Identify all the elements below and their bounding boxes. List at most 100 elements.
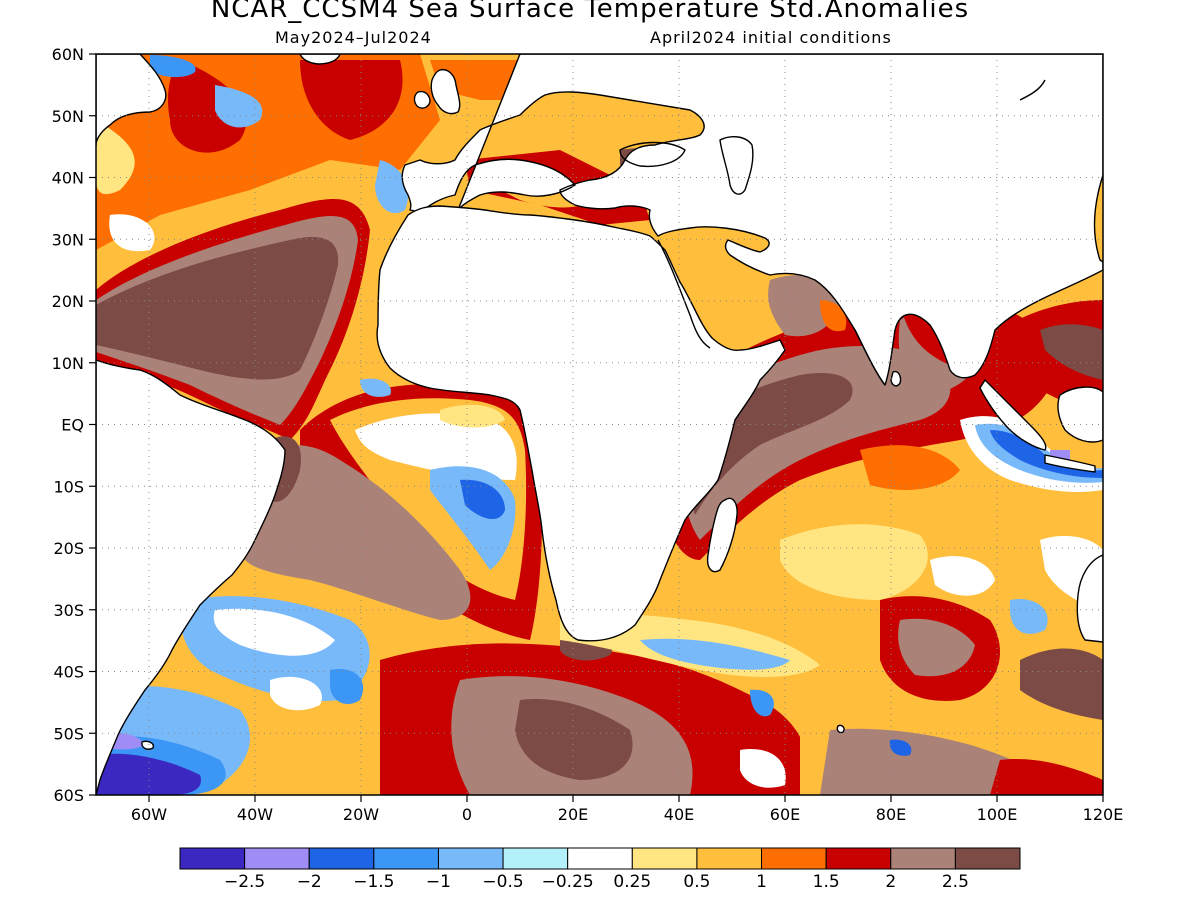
colorbar-swatch: [954, 847, 1021, 870]
sumatra-landmass: [979, 379, 1047, 451]
colorbar-swatch: [308, 847, 375, 870]
land: [96, 54, 1103, 795]
lon-tick-label: 40W: [237, 805, 273, 824]
lat-tick-label: 10N: [52, 354, 84, 373]
colorbar-swatch: [696, 847, 763, 870]
australia-landmass: [1076, 554, 1103, 643]
anomaly-region: [270, 676, 322, 711]
colorbar-swatch: [437, 847, 504, 870]
kerguelen-islands: [836, 724, 845, 734]
colorbar-label: −1.5: [353, 872, 394, 892]
black-sea: [619, 141, 686, 168]
anomaly-region: [245, 445, 471, 620]
anomaly-region: [215, 85, 263, 128]
lon-tick-label: 60E: [770, 805, 800, 824]
anomaly-region: [1010, 599, 1048, 634]
anomaly-region: [109, 214, 155, 252]
colorbar-label: 1.5: [813, 872, 840, 892]
colorbar-label: −1: [426, 872, 451, 892]
longitude-axis: 60W 40W 20W 0 20E 40E 60E 80E 100E 120E: [131, 795, 1123, 824]
anomaly-region: [930, 556, 995, 596]
anomaly-region: [740, 749, 786, 788]
lat-tick-label: 30S: [53, 601, 84, 620]
ireland-landmass: [413, 90, 431, 109]
anomaly-region: [355, 413, 517, 480]
colorbar-swatch: [502, 847, 569, 870]
colorbar-label: 2: [885, 872, 896, 892]
lon-tick-label: 40E: [664, 805, 694, 824]
anomaly-region: [1040, 324, 1103, 380]
initial-conditions: April2024 initial conditions: [650, 28, 892, 47]
anomaly-region: [330, 669, 364, 705]
anomaly-region: [460, 479, 505, 520]
colorbar-label: 2.5: [942, 872, 969, 892]
forecast-period: May2024–Jul2024: [275, 28, 432, 47]
iceland-landmass: [299, 54, 341, 65]
lat-tick-label: 60N: [52, 45, 84, 64]
anomaly-region: [1020, 648, 1103, 720]
java-landmass: [1044, 454, 1096, 473]
anomaly-region: [440, 404, 505, 428]
lat-tick-label: 40N: [52, 169, 84, 188]
anomaly-region: [780, 524, 928, 600]
colorbar-swatch: [825, 847, 892, 870]
lat-tick-label: 20N: [52, 292, 84, 311]
lat-tick-label: 60S: [53, 786, 84, 805]
lat-tick-label: 50S: [53, 724, 84, 743]
colorbar-label: −0.5: [482, 872, 523, 892]
colorbar-label: 1: [756, 872, 767, 892]
anomaly-region: [768, 275, 840, 337]
lon-tick-label: 60W: [131, 805, 167, 824]
india-coast: [854, 329, 886, 386]
anomaly-region: [860, 445, 960, 490]
anomaly-region: [96, 120, 135, 195]
colorbar-swatch: [890, 847, 956, 870]
eurasia-landmass: [401, 54, 1103, 386]
colorbar-swatch: [373, 847, 439, 870]
anomaly-region: [96, 237, 339, 380]
anomaly-region: [96, 753, 201, 795]
anomaly-region: [898, 618, 975, 677]
northern-island: [1019, 79, 1046, 101]
caspian-sea: [719, 136, 754, 195]
arabia-coast: [657, 239, 711, 349]
anomaly-region: [640, 638, 790, 670]
lat-tick-label: EQ: [61, 416, 84, 435]
anomaly-region: [820, 300, 847, 332]
anomaly-region: [820, 728, 1053, 795]
lon-tick-label: 100E: [977, 805, 1018, 824]
colorbar: −2.5 −2 −1.5 −1 −0.5 −0.25 0.25 0.5 1 1.5 2 2.5: [179, 847, 1021, 892]
colorbar-swatch: [567, 847, 633, 870]
map-title: NCAR_CCSM4 Sea Surface Temperature Std.A…: [210, 0, 970, 24]
colorbar-label: −2.5: [224, 872, 265, 892]
anomaly-region: [360, 378, 391, 397]
anomaly-region: [168, 60, 247, 153]
anomaly-region: [375, 160, 409, 214]
lat-tick-label: 10S: [53, 477, 84, 496]
colorbar-swatch: [244, 847, 310, 870]
sri-lanka-landmass: [890, 370, 902, 387]
lat-tick-label: 50N: [52, 107, 84, 126]
colorbar-swatch: [631, 847, 698, 870]
north-america-landmass: [96, 54, 167, 146]
anomaly-region: [990, 430, 1103, 478]
anomaly-region: [300, 60, 403, 140]
lat-tick-label: 40S: [53, 663, 84, 682]
britain-landmass: [430, 68, 461, 115]
lon-tick-label: 0: [462, 805, 472, 824]
lon-tick-label: 120E: [1083, 805, 1124, 824]
lon-tick-label: 20W: [343, 805, 379, 824]
anomaly-region: [889, 739, 912, 756]
madagascar-landmass: [706, 497, 738, 573]
africa-landmass: [376, 205, 786, 642]
anomaly-region: [750, 689, 774, 717]
colorbar-label: −0.25: [542, 872, 594, 892]
latitude-axis: 60N 50N 40N 30N 20N 10N EQ 10S 20S 30S 40S 50S 60S: [52, 45, 96, 805]
anomaly-region: [150, 55, 196, 78]
colorbar-label: 0.25: [613, 872, 651, 892]
anomaly-region: [990, 759, 1103, 795]
borneo-landmass: [1057, 386, 1103, 443]
lat-tick-label: 30N: [52, 230, 84, 249]
anomaly-region: [213, 608, 335, 656]
